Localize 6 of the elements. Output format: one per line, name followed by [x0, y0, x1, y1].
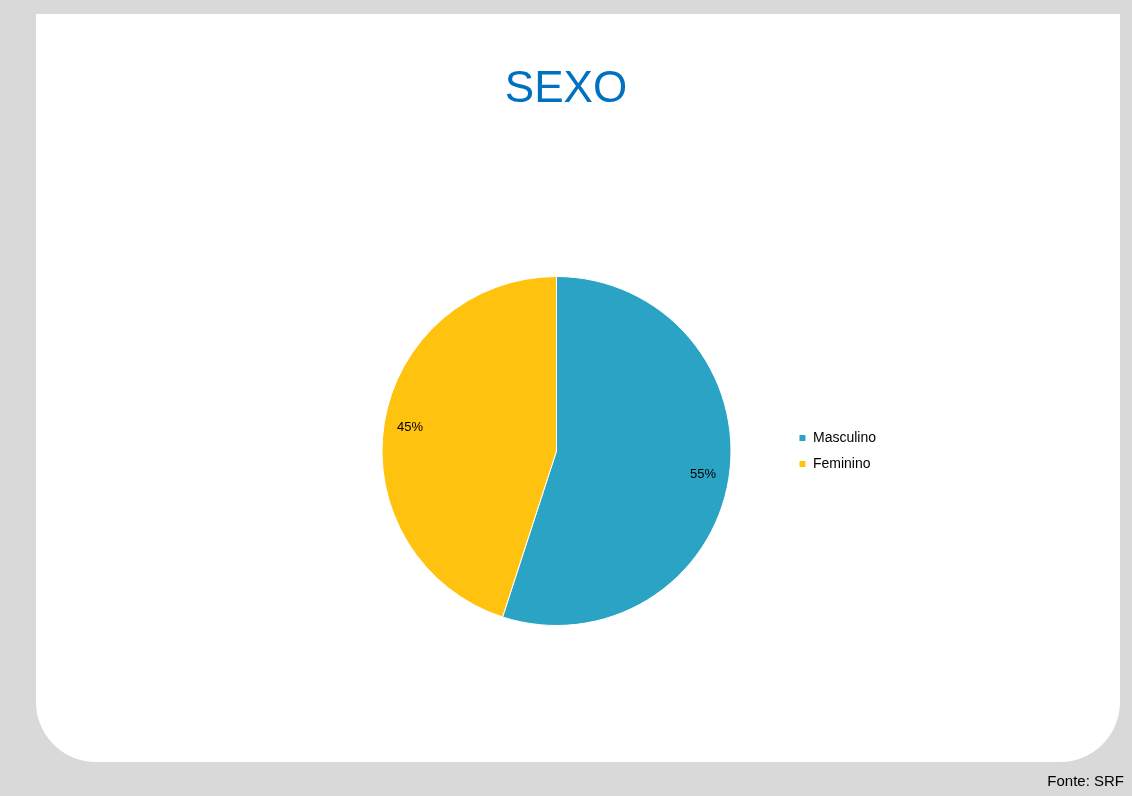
source-note: Fonte: SRF	[1047, 772, 1124, 789]
chart-title: SEXO	[503, 62, 629, 112]
legend-label: Masculino	[812, 428, 877, 445]
data-label: 45%	[396, 419, 424, 435]
data-label: 55%	[689, 465, 717, 481]
legend-label: Feminino	[812, 454, 871, 471]
